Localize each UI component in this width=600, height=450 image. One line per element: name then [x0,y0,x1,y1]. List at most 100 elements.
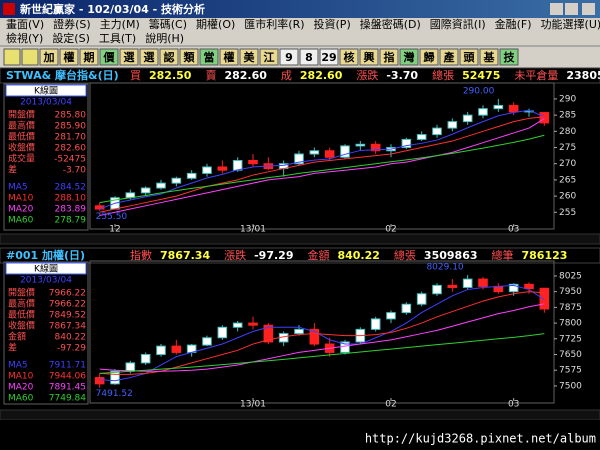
menu-item[interactable]: 國際資訊(I) [430,17,486,31]
menu-item[interactable]: 操盤密碼(D) [360,17,421,31]
toolbar-label[interactable]: 技 [504,50,516,64]
toolbar-button[interactable] [279,48,299,66]
menu-item[interactable]: 證券(S) [53,17,91,31]
tool-icon[interactable] [21,48,39,66]
field-value: 238051 [566,69,600,82]
toolbar-button[interactable] [39,48,59,66]
toolbar-button[interactable] [99,48,119,66]
status-strip [0,233,600,245]
toolbar-label[interactable]: 歸 [424,50,435,64]
candle-body [478,278,488,287]
info-value: -52475 [54,155,86,165]
toolbar-button[interactable] [239,48,259,66]
legend-label: MA60 [8,394,34,404]
y-tick-label: 7500 [559,381,582,391]
toolbar-button[interactable] [319,48,339,66]
info-box [3,261,89,405]
toolbar-button[interactable] [499,48,519,66]
menu-item[interactable]: 主力(M) [100,18,140,31]
toolbar-label[interactable]: 價 [103,50,116,64]
toolbar-label[interactable]: 期 [84,50,95,64]
menu-item[interactable]: 投資(P) [314,17,351,31]
info-label: 最低價 [8,309,35,321]
close-button[interactable] [582,3,595,15]
info-value: 7966.22 [49,300,86,310]
toolbar-button[interactable] [59,48,79,66]
menu-item[interactable]: 期權(O) [196,18,235,31]
toolbar-button[interactable] [199,48,219,66]
toolbar-label[interactable]: 核 [344,50,355,64]
candle-body [263,324,274,343]
y-tick-label: 8025 [559,271,582,281]
candle-body [171,177,182,184]
menu-item[interactable]: 設定(S) [52,31,90,45]
menu-item[interactable]: 說明(H) [145,31,184,45]
menu-item[interactable]: 金融(F) [495,17,532,31]
info-value: -97.29 [57,344,86,354]
toolbar-label[interactable]: 認 [164,50,175,64]
y-tick-label: 7875 [559,303,582,313]
field-value: 282.60 [224,69,267,82]
toolbar-button[interactable] [359,48,379,66]
toolbar-label[interactable]: 權 [224,50,235,64]
toolbar-label[interactable]: 美 [244,50,256,64]
toolbar-button[interactable] [439,48,459,66]
y-tick-label: 255 [559,208,576,218]
info-title: K線圖 [34,263,58,275]
maximize-button[interactable] [565,3,578,15]
toolbar-label[interactable]: 當 [204,50,215,64]
toolbar-button[interactable] [379,48,399,66]
toolbar-button[interactable] [459,48,479,66]
toolbar-button[interactable] [339,48,359,66]
menu-item[interactable]: 籌碼(C) [149,18,187,31]
toolbar-button[interactable] [419,48,439,66]
candle-body [432,284,442,295]
toolbar-label[interactable]: 興 [364,50,375,64]
toolbar-button[interactable] [399,48,419,66]
field-label: 總張 [394,248,416,262]
toolbar-button[interactable] [159,48,179,66]
candle-body [539,287,550,310]
toolbar-label[interactable]: 類 [183,50,196,64]
toolbar-button[interactable] [79,48,99,66]
menu-item[interactable]: 功能選擇(U) [541,17,600,31]
toolbar-button[interactable] [179,48,199,66]
toolbar-label[interactable]: 9 [285,51,293,64]
minimize-button[interactable] [550,3,563,15]
plot-frame [89,82,555,230]
toolbar-button[interactable] [219,48,239,66]
toolbar-label[interactable]: 頭 [464,51,476,64]
toolbar-label[interactable]: 基 [483,50,496,64]
toolbar-button[interactable] [259,48,279,66]
toolbar-button[interactable] [119,48,139,66]
toolbar-label[interactable]: 選 [124,51,135,64]
info-value: 7849.52 [49,311,86,321]
menu-item[interactable]: 工具(T) [99,32,136,45]
toolbar-button[interactable] [479,48,499,66]
annotation: 290.00 [463,86,495,96]
info-value: -3.70 [63,166,87,176]
menu-item[interactable]: 畫面(V) [6,17,44,31]
search-icon[interactable] [3,48,21,66]
toolbar-button[interactable] [299,48,319,66]
toolbar-label[interactable]: 灣 [404,50,415,64]
candle-body [232,159,243,171]
candle-body [309,150,320,155]
toolbar-label[interactable]: 權 [64,50,75,64]
menu-item[interactable]: 檢視(Y) [6,31,43,45]
info-date: 2013/03/04 [20,98,72,108]
field-value: 840.22 [337,249,379,262]
info-box [3,83,89,231]
menu-item[interactable]: 匯市利率(R) [244,17,304,31]
toolbar-label[interactable]: 加 [43,50,55,64]
toolbar-label[interactable]: 產 [443,50,455,64]
toolbar-label[interactable]: 指 [384,50,395,64]
toolbar-button[interactable] [139,48,159,66]
toolbar-label[interactable]: 江 [264,50,275,64]
legend-value: 288.10 [55,194,87,204]
toolbar-label[interactable]: 選 [144,51,155,64]
info-label: 收盤價 [8,142,35,154]
toolbar-label[interactable]: 8 [305,51,313,64]
toolbar-label[interactable]: 29 [321,51,336,64]
ma-line [99,118,545,217]
